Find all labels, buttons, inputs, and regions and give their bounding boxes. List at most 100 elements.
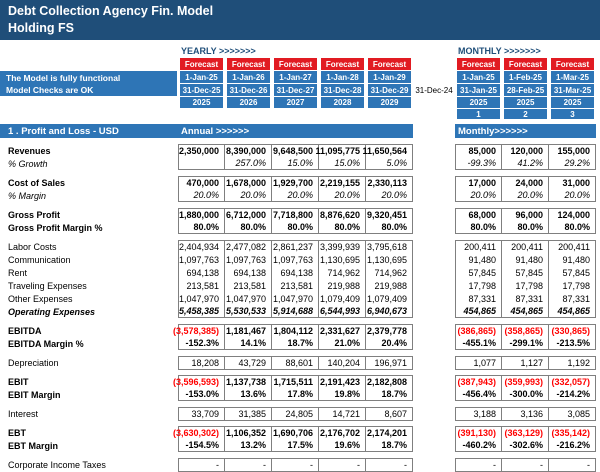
annual-value-cell[interactable]: 2,350,000	[178, 144, 225, 157]
row-label[interactable]: Gross Profit Margin %	[8, 222, 103, 233]
monthly-value-cell[interactable]: 20.0%	[549, 189, 596, 202]
annual-value-cell[interactable]: (3,578,385)	[173, 324, 225, 337]
monthly-value-cell[interactable]: 41.2%	[502, 157, 549, 170]
monthly-value-cell[interactable]: 124,000	[549, 208, 596, 221]
monthly-value-cell[interactable]: 68,000	[455, 208, 502, 221]
monthly-value-cell[interactable]: 3,085	[549, 407, 596, 421]
row-label[interactable]: EBT	[8, 427, 26, 438]
annual-value-cell[interactable]: 213,581	[225, 279, 272, 292]
annual-value-cell[interactable]: -154.5%	[178, 439, 225, 452]
monthly-value-cell[interactable]: 29.2%	[549, 157, 596, 170]
monthly-value-cell[interactable]: -214.2%	[549, 388, 596, 401]
annual-value-cell[interactable]: 5,530,533	[225, 305, 272, 318]
annual-value-cell[interactable]: 14,721	[319, 407, 366, 421]
forecast-badge[interactable]: Forecast	[457, 58, 500, 70]
annual-value-cell[interactable]: 1,678,000	[225, 176, 272, 189]
yearly-year[interactable]: 2026	[227, 97, 270, 108]
annual-value-cell[interactable]: 3,795,618	[366, 240, 413, 253]
annual-value-cell[interactable]: 19.8%	[319, 388, 366, 401]
annual-value-cell[interactable]: 694,138	[272, 266, 319, 279]
annual-value-cell[interactable]: 213,581	[272, 279, 319, 292]
annual-value-cell[interactable]: -	[225, 458, 272, 472]
yearly-end-date[interactable]: 31-Dec-25	[180, 84, 223, 96]
annual-value-cell[interactable]: 18,208	[178, 356, 225, 370]
monthly-year[interactable]: 2025	[504, 97, 547, 108]
monthly-start-date[interactable]: 1-Jan-25	[457, 71, 500, 83]
annual-value-cell[interactable]: 1,880,000	[178, 208, 225, 221]
monthly-value-cell[interactable]: 1,127	[502, 356, 549, 370]
annual-value-cell[interactable]: 8,607	[366, 407, 413, 421]
annual-value-cell[interactable]: 21.0%	[319, 337, 366, 350]
annual-value-cell[interactable]: 24,805	[272, 407, 319, 421]
annual-value-cell[interactable]: 2,182,808	[366, 375, 413, 388]
annual-value-cell[interactable]: 19.6%	[319, 439, 366, 452]
annual-value-cell[interactable]: -	[319, 458, 366, 472]
annual-value-cell[interactable]: 1,715,511	[272, 375, 319, 388]
monthly-value-cell[interactable]: 91,480	[502, 253, 549, 266]
monthly-value-cell[interactable]: -460.2%	[455, 439, 502, 452]
annual-value-cell[interactable]: 5,914,688	[272, 305, 319, 318]
annual-value-cell[interactable]: 80.0%	[319, 221, 366, 234]
monthly-value-cell[interactable]: 17,798	[549, 279, 596, 292]
monthly-value-cell[interactable]: 87,331	[455, 292, 502, 305]
forecast-badge[interactable]: Forecast	[551, 58, 594, 70]
annual-value-cell[interactable]: 11,095,775	[315, 144, 366, 157]
row-label[interactable]: Other Expenses	[8, 293, 73, 304]
monthly-value-cell[interactable]: 200,411	[549, 240, 596, 253]
annual-value-cell[interactable]: 17.8%	[272, 388, 319, 401]
annual-value-cell[interactable]: 1,690,706	[272, 426, 319, 439]
annual-value-cell[interactable]: 6,940,673	[366, 305, 413, 318]
annual-value-cell[interactable]: 18.7%	[366, 439, 413, 452]
row-label[interactable]: Operating Expenses	[8, 306, 96, 317]
annual-value-cell[interactable]: 5.0%	[366, 157, 413, 170]
annual-value-cell[interactable]: 1,047,970	[272, 292, 319, 305]
monthly-value-cell[interactable]: -213.5%	[549, 337, 596, 350]
monthly-end-date[interactable]: 31-Mar-25	[551, 84, 594, 96]
annual-value-cell[interactable]: 1,097,763	[178, 253, 225, 266]
annual-value-cell[interactable]: -	[272, 458, 319, 472]
annual-value-cell[interactable]: -152.3%	[178, 337, 225, 350]
annual-value-cell[interactable]: 80.0%	[366, 221, 413, 234]
forecast-badge[interactable]: Forecast	[368, 58, 411, 70]
row-label[interactable]: EBITDA	[8, 325, 42, 336]
opening-balance-date[interactable]: 31-Dec-24	[415, 85, 453, 95]
month-number[interactable]: 3	[551, 109, 594, 119]
row-label[interactable]: Cost of Sales	[8, 177, 66, 188]
monthly-value-cell[interactable]: 454,865	[502, 305, 549, 318]
annual-value-cell[interactable]: (3,596,593)	[173, 375, 225, 388]
row-label[interactable]: % Margin	[8, 190, 47, 201]
annual-value-cell[interactable]: 1,804,112	[272, 324, 319, 337]
yearly-start-date[interactable]: 1-Jan-27	[274, 71, 317, 83]
annual-value-cell[interactable]: 1,181,467	[225, 324, 272, 337]
monthly-value-cell[interactable]: 24,000	[502, 176, 549, 189]
monthly-value-cell[interactable]: 80.0%	[549, 221, 596, 234]
annual-value-cell[interactable]: 3,399,939	[319, 240, 366, 253]
monthly-value-cell[interactable]: 155,000	[549, 144, 596, 157]
annual-value-cell[interactable]: 20.0%	[319, 189, 366, 202]
annual-value-cell[interactable]: 1,130,695	[319, 253, 366, 266]
monthly-value-cell[interactable]: 1,192	[549, 356, 596, 370]
annual-value-cell[interactable]: 43,729	[225, 356, 272, 370]
monthly-value-cell[interactable]: -455.1%	[455, 337, 502, 350]
monthly-start-date[interactable]: 1-Mar-25	[551, 71, 594, 83]
yearly-start-date[interactable]: 1-Jan-25	[180, 71, 223, 83]
annual-value-cell[interactable]: 20.0%	[178, 189, 225, 202]
monthly-value-cell[interactable]: (391,130)	[455, 426, 502, 439]
monthly-value-cell[interactable]: 57,845	[502, 266, 549, 279]
annual-value-cell[interactable]: 2,477,082	[225, 240, 272, 253]
annual-value-cell[interactable]: 2,861,237	[272, 240, 319, 253]
annual-value-cell[interactable]: 9,320,451	[366, 208, 413, 221]
yearly-year[interactable]: 2027	[274, 97, 317, 108]
monthly-value-cell[interactable]: 3,136	[502, 407, 549, 421]
monthly-value-cell[interactable]: 57,845	[455, 266, 502, 279]
annual-value-cell[interactable]: 2,330,113	[366, 176, 413, 189]
monthly-value-cell[interactable]: 91,480	[549, 253, 596, 266]
annual-value-cell[interactable]: 88,601	[272, 356, 319, 370]
annual-value-cell[interactable]: 15.0%	[319, 157, 366, 170]
monthly-value-cell[interactable]: 20.0%	[502, 189, 549, 202]
yearly-year[interactable]: 2028	[321, 97, 364, 108]
annual-value-cell[interactable]: 1,097,763	[225, 253, 272, 266]
annual-value-cell[interactable]: 694,138	[225, 266, 272, 279]
monthly-value-cell[interactable]: -	[455, 458, 502, 472]
monthly-value-cell[interactable]: -456.4%	[455, 388, 502, 401]
